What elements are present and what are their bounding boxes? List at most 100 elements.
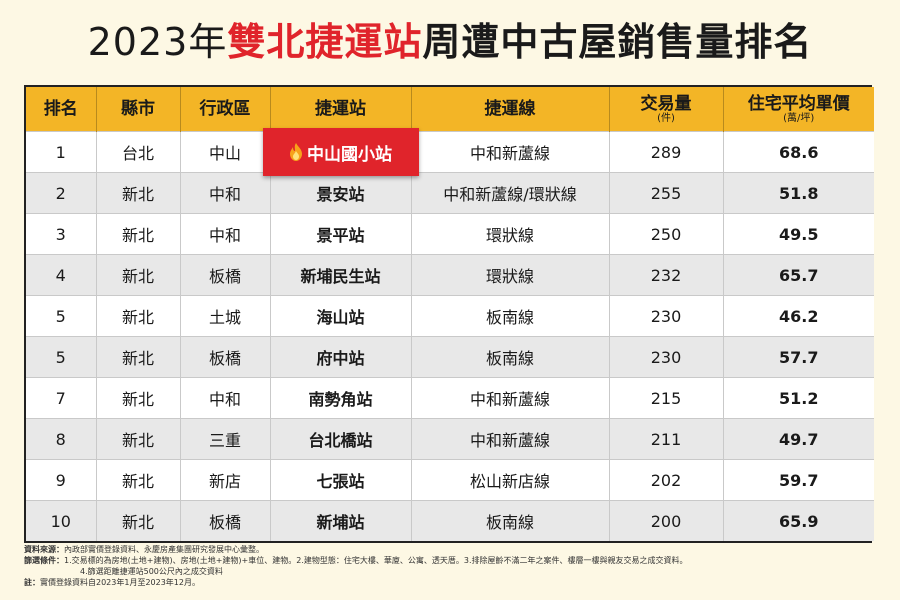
cell-rank: 2 [26, 172, 97, 214]
cell-price: 59.7 [723, 459, 874, 501]
title-rest: 周遭中古屋銷售量排名 [422, 20, 813, 64]
col-header-district: 行政區 [180, 87, 271, 132]
highlight-station-label: 中山國小站 [307, 144, 392, 165]
cell-line: 板南線 [411, 336, 610, 378]
cell-rank: 1 [26, 131, 97, 173]
cell-rank: 5 [26, 295, 97, 337]
cell-district: 板橋 [180, 254, 271, 296]
table-row: 10 新北 板橋 新埔站 板南線 200 65.9 [26, 500, 874, 541]
cell-price: 51.8 [723, 172, 874, 214]
table-row: 5 新北 板橋 府中站 板南線 230 57.7 [26, 336, 874, 378]
cell-district: 板橋 [180, 336, 271, 378]
cell-price: 49.7 [723, 418, 874, 460]
cell-station: 新埔站 [270, 500, 412, 541]
cell-price: 49.5 [723, 213, 874, 255]
col-header-line: 捷運線 [411, 87, 610, 132]
cell-station: 景安站 [270, 172, 412, 214]
cell-station: 海山站 [270, 295, 412, 337]
cell-volume: 289 [609, 131, 724, 173]
cell-rank: 10 [26, 500, 97, 541]
cell-price: 51.2 [723, 377, 874, 419]
flame-icon [290, 143, 302, 161]
cell-line: 中和新蘆線 [411, 418, 610, 460]
table-row: 8 新北 三重 台北橋站 中和新蘆線 211 49.7 [26, 418, 874, 460]
cell-volume: 211 [609, 418, 724, 460]
footnote-note: 註：實價登錄資料自2023年1月至2023年12月。 [24, 578, 200, 587]
cell-station: 七張站 [270, 459, 412, 501]
cell-city: 台北 [96, 131, 181, 173]
cell-volume: 202 [609, 459, 724, 501]
cell-volume: 215 [609, 377, 724, 419]
table-row: 9 新北 新店 七張站 松山新店線 202 59.7 [26, 459, 874, 501]
col-header-volume: 交易量 (件) [609, 87, 724, 132]
title-year: 2023年 [87, 20, 228, 64]
cell-city: 新北 [96, 336, 181, 378]
cell-price: 57.7 [723, 336, 874, 378]
table-header-row: 排名 縣市 行政區 捷運站 捷運線 交易量 (件) 住宅平均單價 (萬/坪) [26, 87, 874, 132]
cell-rank: 8 [26, 418, 97, 460]
cell-station: 新埔民生站 [270, 254, 412, 296]
cell-volume: 230 [609, 295, 724, 337]
cell-line: 板南線 [411, 500, 610, 541]
cell-volume: 232 [609, 254, 724, 296]
footnote-filter: 篩選條件：1.交易標的為房地(土地+建物)、房地(土地+建物)+車位、建物。2.… [24, 556, 688, 565]
cell-rank: 5 [26, 336, 97, 378]
table-row: 4 新北 板橋 新埔民生站 環狀線 232 65.7 [26, 254, 874, 296]
cell-price: 65.9 [723, 500, 874, 541]
cell-station: 府中站 [270, 336, 412, 378]
cell-volume: 200 [609, 500, 724, 541]
cell-city: 新北 [96, 418, 181, 460]
cell-rank: 7 [26, 377, 97, 419]
cell-district: 新店 [180, 459, 271, 501]
cell-station: 台北橋站 [270, 418, 412, 460]
cell-price: 65.7 [723, 254, 874, 296]
cell-volume: 255 [609, 172, 724, 214]
table-row: 7 新北 中和 南勢角站 中和新蘆線 215 51.2 [26, 377, 874, 419]
col-header-city: 縣市 [96, 87, 181, 132]
cell-station: 中山國小站 [262, 128, 419, 176]
cell-line: 中和新蘆線/環狀線 [411, 172, 610, 214]
cell-rank: 4 [26, 254, 97, 296]
cell-district: 中和 [180, 213, 271, 255]
page-title: 2023年雙北捷運站周遭中古屋銷售量排名 [0, 18, 900, 66]
cell-city: 新北 [96, 459, 181, 501]
highlight-station-badge: 中山國小站 [262, 128, 419, 176]
cell-city: 新北 [96, 377, 181, 419]
col-header-station: 捷運站 [270, 87, 412, 132]
table-row: 1 台北 中山 中山國小站 中和新蘆線 289 68.6 [26, 128, 874, 176]
cell-district: 中和 [180, 377, 271, 419]
cell-line: 松山新店線 [411, 459, 610, 501]
cell-district: 板橋 [180, 500, 271, 541]
cell-district: 中和 [180, 172, 271, 214]
cell-station: 南勢角站 [270, 377, 412, 419]
cell-price: 46.2 [723, 295, 874, 337]
cell-station: 景平站 [270, 213, 412, 255]
cell-city: 新北 [96, 500, 181, 541]
cell-price: 68.6 [723, 131, 874, 173]
table-row: 2 新北 中和 景安站 中和新蘆線/環狀線 255 51.8 [26, 172, 874, 214]
cell-line: 中和新蘆線 [411, 131, 610, 173]
cell-city: 新北 [96, 172, 181, 214]
ranking-table: 排名 縣市 行政區 捷運站 捷運線 交易量 (件) 住宅平均單價 (萬/坪) 1 台北… [24, 85, 874, 543]
footnote-filter-2: 4.篩選距離捷運站500公尺內之成交資料 [80, 567, 223, 576]
table-row: 5 新北 土城 海山站 板南線 230 46.2 [26, 295, 874, 337]
cell-line: 板南線 [411, 295, 610, 337]
cell-district: 中山 [180, 131, 271, 173]
col-header-price: 住宅平均單價 (萬/坪) [723, 87, 874, 132]
col-header-rank: 排名 [26, 87, 97, 132]
cell-rank: 3 [26, 213, 97, 255]
table-row: 3 新北 中和 景平站 環狀線 250 49.5 [26, 213, 874, 255]
cell-volume: 250 [609, 213, 724, 255]
footnote-source: 資料來源：內政部實價登錄資料、永慶房產集團研究發展中心彙整。 [24, 545, 264, 554]
cell-line: 環狀線 [411, 213, 610, 255]
footnotes: 資料來源：內政部實價登錄資料、永慶房產集團研究發展中心彙整。 篩選條件：1.交易… [24, 544, 874, 588]
cell-city: 新北 [96, 254, 181, 296]
cell-line: 環狀線 [411, 254, 610, 296]
cell-rank: 9 [26, 459, 97, 501]
cell-city: 新北 [96, 213, 181, 255]
cell-city: 新北 [96, 295, 181, 337]
cell-volume: 230 [609, 336, 724, 378]
title-accent: 雙北捷運站 [227, 20, 423, 64]
cell-district: 三重 [180, 418, 271, 460]
cell-district: 土城 [180, 295, 271, 337]
